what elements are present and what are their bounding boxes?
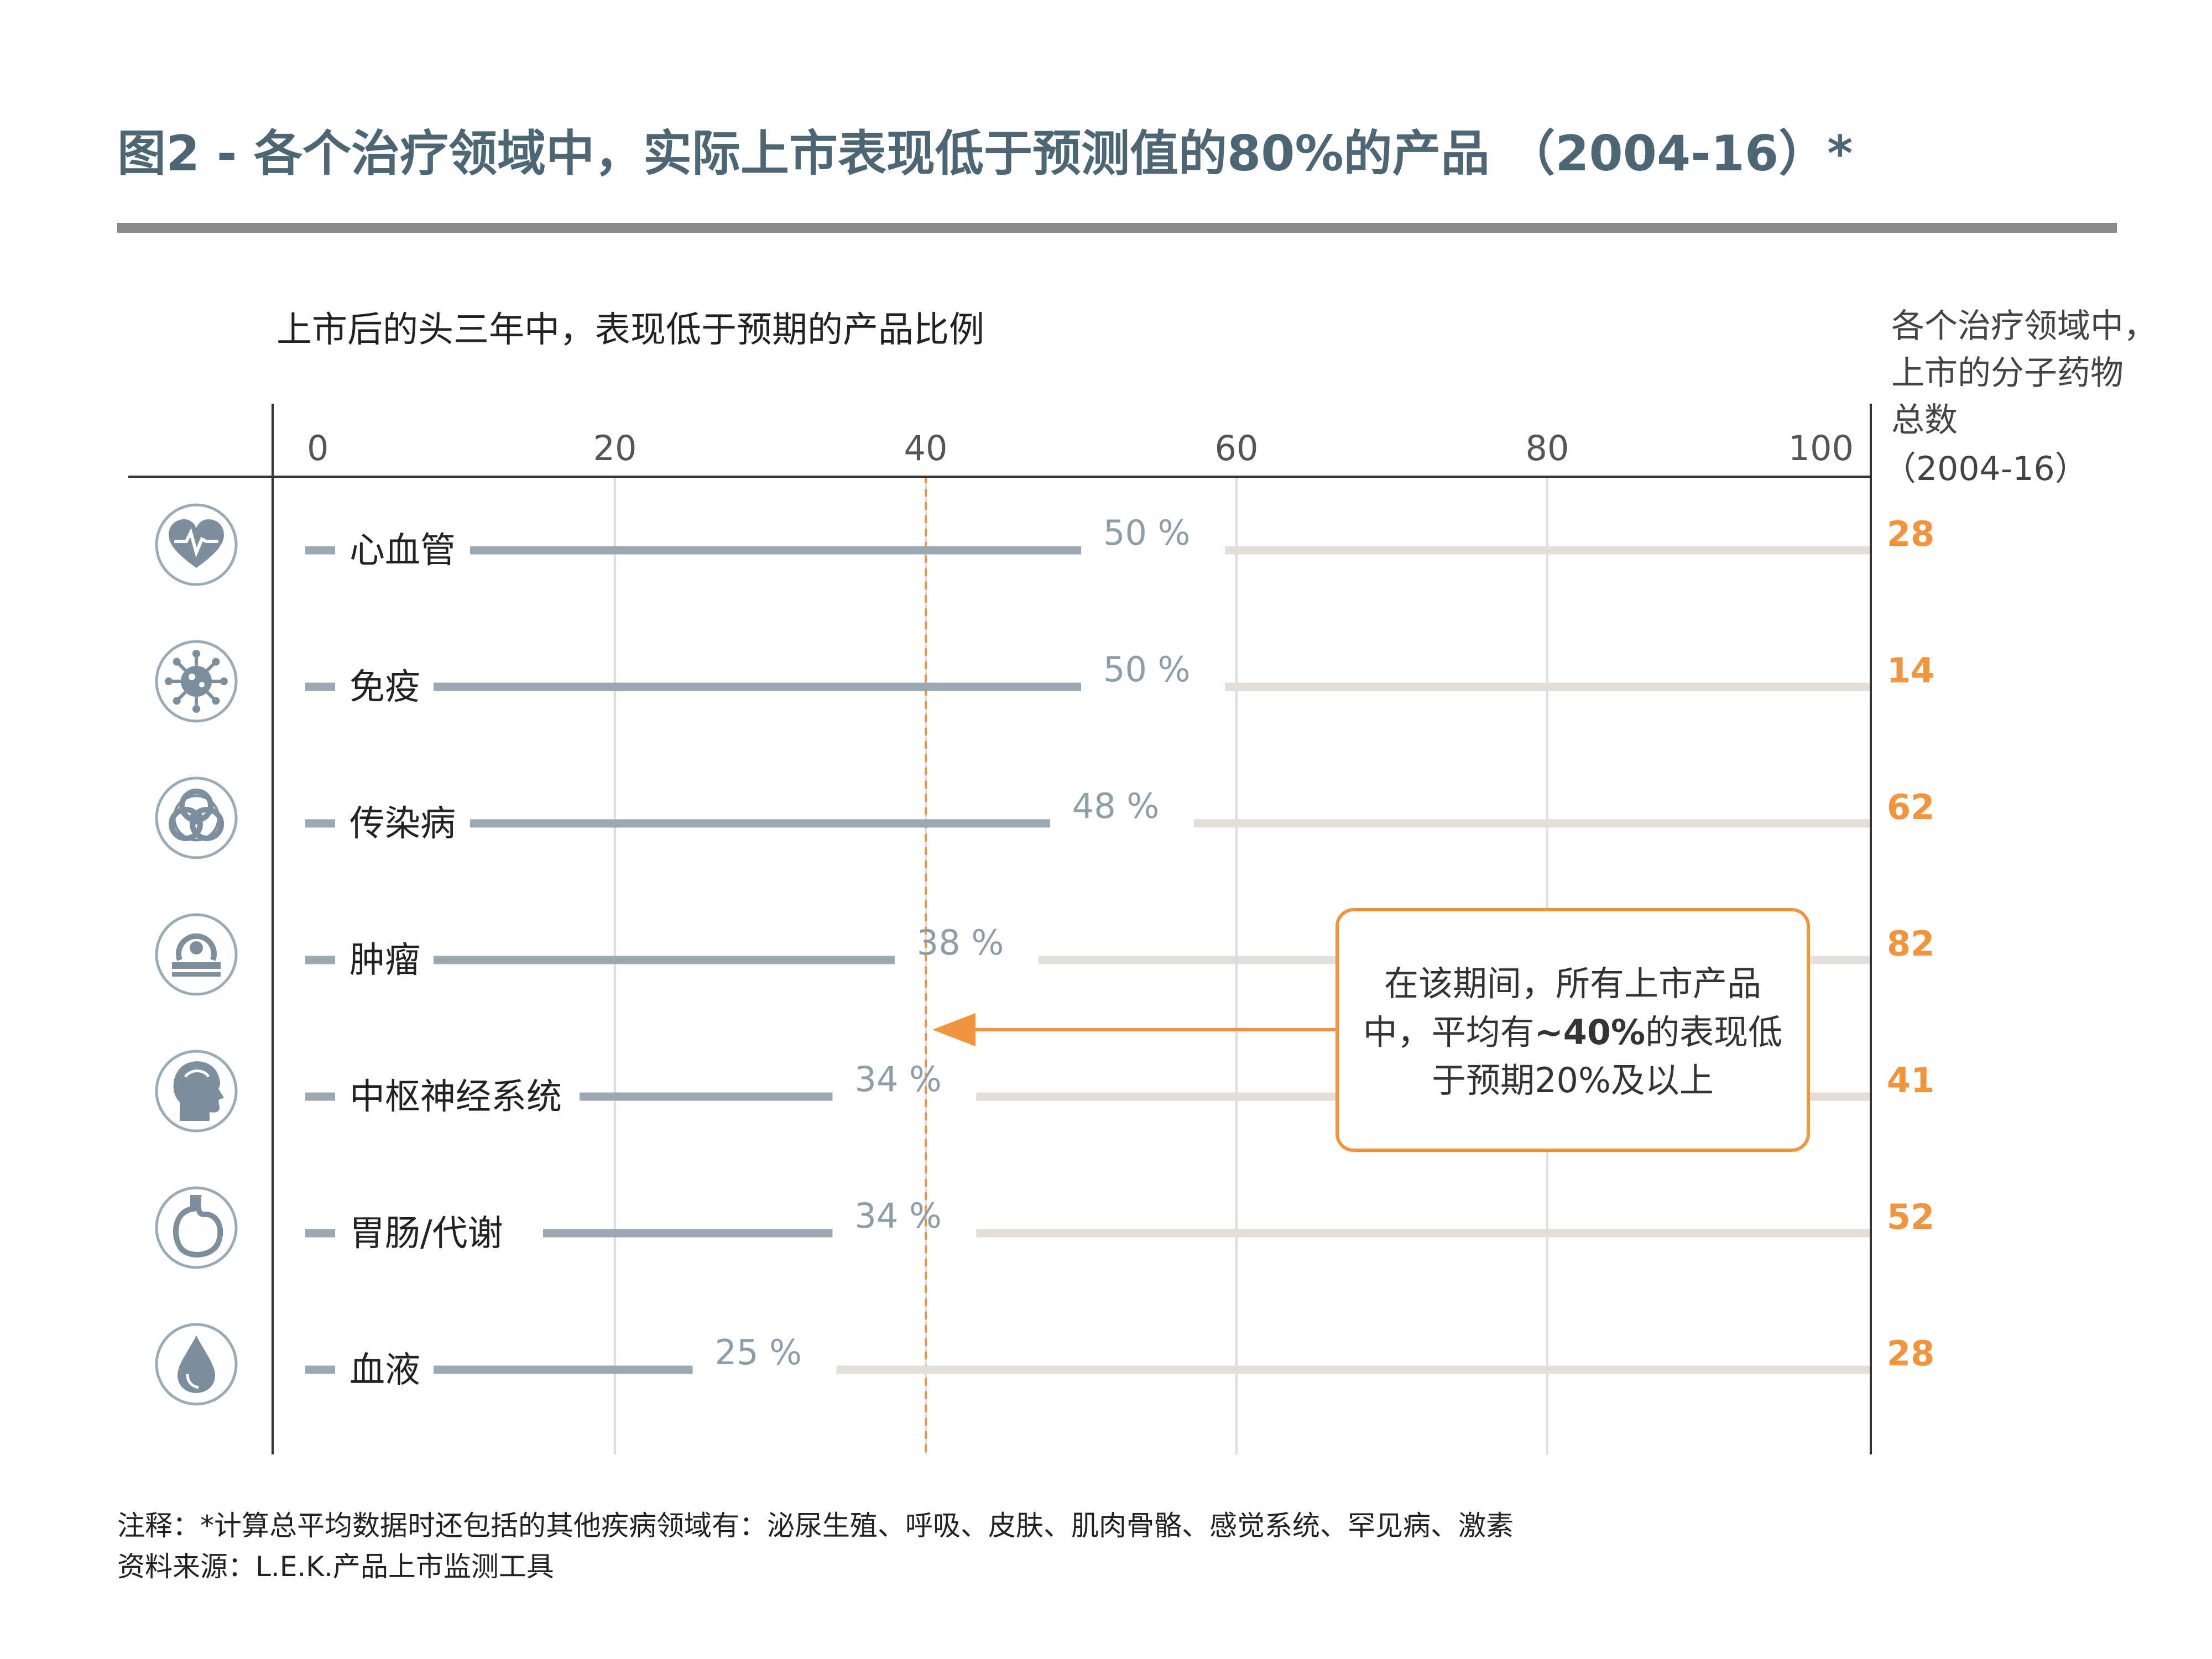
value-label: 38 % bbox=[917, 922, 1004, 963]
annotation-line-2: 中，平均有~40%的表现低 bbox=[1363, 1012, 1782, 1052]
scanner-base bbox=[172, 972, 221, 977]
stomach-outline bbox=[173, 1195, 223, 1258]
pulse-line bbox=[174, 528, 218, 558]
value-label: 25 % bbox=[715, 1332, 802, 1373]
category-label: 心血管 bbox=[349, 530, 456, 571]
footnote-source: 资料来源：L.E.K.产品上市监测工具 bbox=[117, 1551, 554, 1583]
x-tick-label: 100 bbox=[1788, 428, 1854, 468]
category-label: 中枢神经系统 bbox=[349, 1077, 562, 1118]
virus-body bbox=[181, 666, 212, 697]
right-header-line: 总数 bbox=[1891, 401, 1958, 440]
category-label: 胃肠/代谢 bbox=[349, 1213, 503, 1254]
annotation-line-3: 于预期20%及以上 bbox=[1432, 1060, 1714, 1100]
annotation-line-2-post: 的表现低 bbox=[1645, 1012, 1782, 1052]
x-tick-label: 80 bbox=[1526, 428, 1569, 468]
chart-subtitle: 上市后的头三年中，表现低于预期的产品比例 bbox=[276, 310, 984, 351]
annotation-line-1: 在该期间，所有上市产品 bbox=[1384, 963, 1761, 1004]
head-icon bbox=[155, 1050, 238, 1133]
annotation-box bbox=[1335, 908, 1810, 1152]
virus-spike-tip bbox=[192, 705, 200, 713]
heart-icon bbox=[155, 503, 238, 586]
blood-drop-icon bbox=[155, 1323, 238, 1406]
x-tick-label: 0 bbox=[307, 428, 328, 468]
annotation-line-2-pre: 中，平均有 bbox=[1363, 1012, 1535, 1052]
annotation-arrow-head bbox=[932, 1013, 975, 1046]
category-label: 肿瘤 bbox=[349, 940, 420, 981]
biohazard-ring bbox=[173, 794, 220, 842]
bar-layer bbox=[305, 546, 1081, 1374]
brain-line bbox=[184, 1070, 210, 1078]
total-value: 82 bbox=[1887, 924, 1934, 964]
virus-spike-tip bbox=[192, 650, 200, 658]
right-header-line: 各个治疗领域中， bbox=[1891, 307, 2157, 346]
total-value: 62 bbox=[1887, 787, 1934, 827]
tick-labels: 0 20 40 60 80 100 bbox=[307, 428, 1854, 468]
scanner-icon bbox=[155, 913, 238, 996]
biohazard-icon bbox=[155, 776, 238, 859]
virus-spike-tip bbox=[173, 697, 181, 705]
footnote-note: 注释：*计算总平均数据时还包括的其他疾病领域有：泌尿生殖、呼吸、皮肤、肌肉骨骼、… bbox=[117, 1510, 1514, 1542]
total-value: 14 bbox=[1887, 650, 1934, 691]
right-header-line: 上市的分子药物 bbox=[1891, 354, 2124, 393]
stomach-icon bbox=[155, 1186, 238, 1269]
title-divider bbox=[117, 223, 2117, 233]
x-tick-label: 60 bbox=[1215, 428, 1259, 468]
category-label: 血液 bbox=[349, 1350, 420, 1391]
value-label: 50 % bbox=[1103, 649, 1191, 690]
scanner-bed bbox=[172, 962, 221, 969]
total-value: 52 bbox=[1887, 1197, 1934, 1237]
icon-layer bbox=[155, 503, 238, 1406]
biohazard-center bbox=[190, 811, 203, 825]
x-tick-label: 40 bbox=[904, 428, 948, 468]
value-label: 34 % bbox=[854, 1196, 942, 1236]
value-label: 50 % bbox=[1103, 513, 1191, 553]
label-layer: 心血管 50 % 免疫 50 % 传染病 48 % 肿瘤 38 % 中枢神经系统 34 % 胃肠/代… bbox=[349, 513, 1191, 1391]
category-label: 免疫 bbox=[349, 667, 420, 708]
virus-spot bbox=[189, 674, 195, 680]
scanner-head bbox=[190, 941, 203, 954]
virus-spike-tip bbox=[212, 697, 220, 705]
heart-shape bbox=[169, 519, 224, 568]
annotation-line-2-bold: ~40% bbox=[1535, 1012, 1645, 1052]
virus-spike-tip bbox=[173, 658, 181, 666]
virus-spike-tip bbox=[212, 658, 220, 666]
totals-column: 28 14 62 82 41 52 28 bbox=[1887, 514, 1934, 1374]
value-label: 34 % bbox=[854, 1059, 942, 1099]
total-value: 28 bbox=[1887, 514, 1934, 554]
page-title: 图2 - 各个治疗领域中，实际上市表现低于预测值的80%的产品 （2004-16… bbox=[117, 125, 1853, 182]
value-label: 48 % bbox=[1072, 786, 1160, 826]
virus-spike-tip bbox=[220, 677, 228, 685]
virus-icon bbox=[155, 640, 238, 723]
right-header-line: （2004-16） bbox=[1883, 450, 2088, 488]
virus-spot bbox=[199, 682, 205, 687]
drop-highlight bbox=[186, 1374, 199, 1389]
footnote: 注释：*计算总平均数据时还包括的其他疾病领域有：泌尿生殖、呼吸、皮肤、肌肉骨骼、… bbox=[117, 1505, 2108, 1587]
axes bbox=[128, 404, 1872, 1454]
total-value: 28 bbox=[1887, 1333, 1934, 1374]
category-label: 传染病 bbox=[349, 804, 456, 844]
virus-spike-tip bbox=[165, 677, 173, 685]
x-tick-label: 20 bbox=[593, 428, 637, 468]
scanner-ring bbox=[176, 933, 217, 961]
total-value: 41 bbox=[1887, 1060, 1934, 1100]
